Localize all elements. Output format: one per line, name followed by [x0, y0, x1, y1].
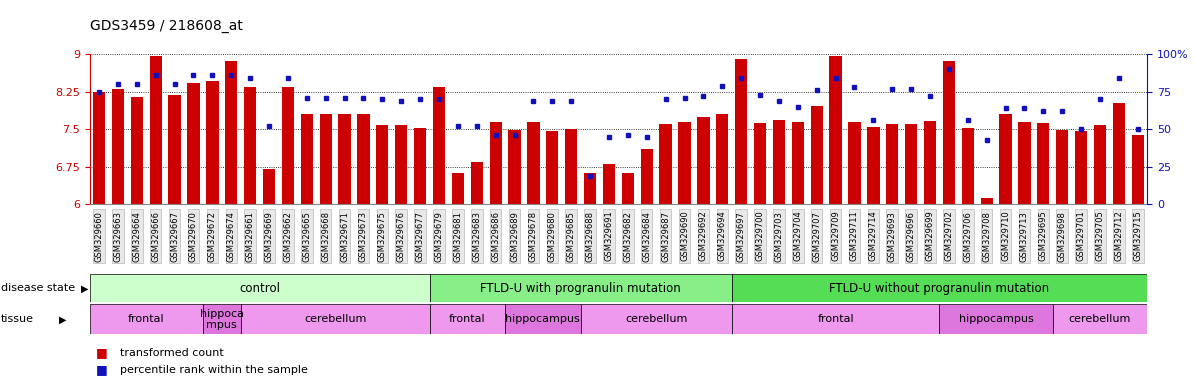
Bar [887, 124, 899, 205]
Text: cerebellum: cerebellum [304, 314, 367, 324]
Bar [1018, 122, 1030, 205]
Bar [731, 304, 939, 334]
Bar [413, 129, 427, 205]
Bar [905, 124, 918, 205]
Bar [301, 114, 313, 205]
Bar [679, 122, 691, 205]
Bar [338, 114, 350, 205]
Bar [731, 275, 1147, 303]
Bar [433, 88, 446, 205]
Bar [90, 275, 429, 303]
Bar [621, 173, 635, 205]
Bar [244, 87, 256, 205]
Bar [943, 61, 955, 205]
Bar [90, 304, 203, 334]
Text: ▶: ▶ [81, 283, 88, 293]
Bar [357, 114, 369, 205]
Bar [130, 97, 143, 205]
Bar [602, 164, 615, 205]
Bar [376, 126, 388, 205]
Bar [999, 114, 1012, 205]
Bar [112, 89, 124, 205]
Bar [697, 117, 710, 205]
Bar [508, 131, 521, 205]
Bar [225, 61, 238, 205]
Bar [282, 87, 294, 205]
Bar [1053, 304, 1147, 334]
Bar [188, 83, 200, 205]
Bar [1132, 136, 1144, 205]
Text: frontal: frontal [449, 314, 485, 324]
Bar [829, 56, 841, 205]
Text: GDS3459 / 218608_at: GDS3459 / 218608_at [90, 19, 243, 33]
Bar [1056, 131, 1068, 205]
Bar [981, 199, 993, 205]
Bar [868, 127, 880, 205]
Text: cerebellum: cerebellum [1068, 314, 1132, 324]
Bar [581, 304, 731, 334]
Bar [584, 173, 596, 205]
Bar [490, 122, 502, 205]
Bar [565, 129, 577, 205]
Text: FTLD-U without progranulin mutation: FTLD-U without progranulin mutation [829, 282, 1049, 295]
Bar [93, 92, 105, 205]
Bar [1113, 103, 1124, 205]
Text: cerebellum: cerebellum [625, 314, 687, 324]
Bar [848, 122, 860, 205]
Text: tissue: tissue [1, 314, 35, 324]
Bar [791, 122, 804, 205]
Bar [641, 149, 652, 205]
Bar [207, 81, 219, 205]
Bar [962, 129, 974, 205]
Bar [810, 106, 823, 205]
Text: ■: ■ [96, 346, 108, 359]
Text: transformed count: transformed count [120, 348, 223, 358]
Bar [429, 275, 731, 303]
Text: disease state: disease state [1, 283, 75, 293]
Bar [939, 304, 1053, 334]
Bar [924, 121, 936, 205]
Bar [203, 304, 240, 334]
Bar [452, 173, 464, 205]
Bar [149, 56, 161, 205]
Bar [546, 131, 558, 205]
Text: control: control [239, 282, 280, 295]
Text: percentile rank within the sample: percentile rank within the sample [120, 365, 307, 375]
Bar [773, 121, 785, 205]
Bar [319, 114, 332, 205]
Text: ▶: ▶ [59, 314, 66, 324]
Bar [396, 126, 407, 205]
Text: hippocampus: hippocampus [505, 314, 581, 324]
Text: frontal: frontal [128, 314, 165, 324]
Bar [1093, 126, 1107, 205]
Text: FTLD-U with progranulin mutation: FTLD-U with progranulin mutation [480, 282, 681, 295]
Text: ■: ■ [96, 363, 108, 376]
Bar [1076, 131, 1087, 205]
Bar [660, 124, 672, 205]
Bar [1037, 124, 1049, 205]
Text: frontal: frontal [817, 314, 854, 324]
Bar [429, 304, 505, 334]
Bar [735, 60, 747, 205]
Bar [527, 122, 540, 205]
Bar [505, 304, 581, 334]
Text: hippocampus: hippocampus [958, 314, 1034, 324]
Bar [168, 96, 180, 205]
Bar [471, 162, 483, 205]
Bar [754, 123, 766, 205]
Bar [240, 304, 429, 334]
Bar [716, 114, 729, 205]
Bar [263, 169, 275, 205]
Text: hippoca
mpus: hippoca mpus [200, 308, 244, 330]
